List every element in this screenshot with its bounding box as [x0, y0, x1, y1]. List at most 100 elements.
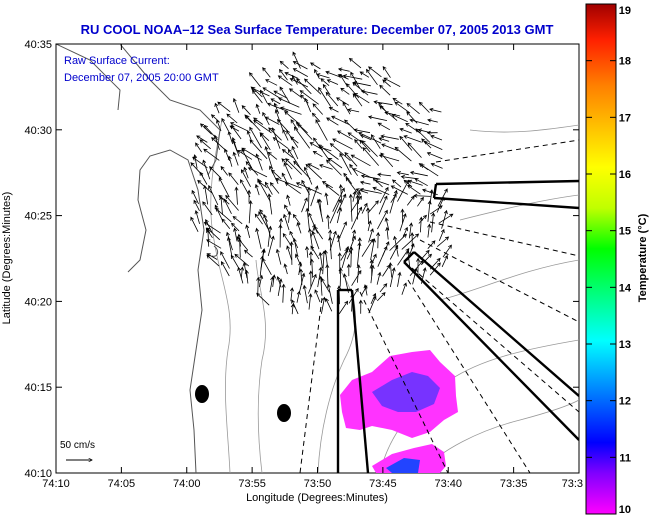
current-vector: [220, 165, 229, 176]
current-vector: [348, 193, 353, 222]
colorbar-tick-label: 16: [619, 169, 631, 181]
current-vector: [220, 261, 230, 277]
coast-line: [56, 44, 121, 111]
current-vector: [392, 97, 403, 105]
current-vector: [232, 151, 239, 166]
current-vector: [287, 210, 292, 223]
current-vector: [240, 179, 251, 198]
current-vector: [244, 269, 249, 284]
current-vector: [291, 74, 298, 85]
current-vector: [352, 190, 357, 202]
current-vector: [203, 222, 221, 234]
current-vector: [359, 187, 382, 194]
current-vector: [347, 132, 363, 143]
current-vector: [248, 200, 253, 224]
current-vector: [402, 226, 408, 238]
current-vector: [226, 236, 233, 256]
current-vector: [442, 244, 452, 258]
current-vector: [259, 274, 264, 288]
current-vector: [326, 159, 342, 176]
current-vector: [363, 284, 368, 296]
current-vector: [423, 140, 443, 150]
current-vector: [427, 223, 432, 238]
current-vector: [389, 267, 396, 288]
current-vector: [298, 261, 303, 276]
current-vector: [380, 134, 399, 140]
current-vector: [199, 139, 211, 150]
current-vector: [351, 269, 362, 286]
current-vector: [203, 184, 209, 205]
current-vector: [285, 158, 303, 175]
current-vector: [281, 283, 286, 303]
colorbar-tick-label: 18: [619, 56, 631, 68]
current-vector: [262, 67, 271, 78]
current-vector: [302, 284, 308, 304]
current-vector: [321, 181, 334, 189]
colorbar-tick-label: 14: [619, 282, 632, 294]
current-vector: [377, 209, 388, 230]
current-vector: [249, 139, 268, 160]
current-vector: [253, 119, 272, 134]
beam-line: [435, 139, 579, 163]
current-vector: [417, 196, 424, 207]
current-vector: [421, 138, 432, 149]
current-vector: [328, 236, 333, 260]
current-vector: [305, 163, 322, 180]
current-vector: [267, 235, 275, 257]
current-vector: [208, 184, 219, 206]
current-vector: [400, 208, 405, 223]
current-vector: [311, 230, 320, 250]
current-vector: [347, 108, 360, 113]
current-vector: [289, 241, 294, 265]
current-vector: [241, 169, 251, 187]
current-vector: [229, 122, 249, 132]
current-vector: [379, 84, 391, 96]
current-vector: [367, 200, 379, 214]
current-vector: [318, 144, 339, 160]
current-vector: [409, 170, 428, 177]
current-vector: [359, 180, 371, 185]
current-vector: [266, 102, 289, 112]
current-vector: [231, 222, 240, 232]
current-vector: [217, 101, 231, 113]
current-vector: [377, 245, 388, 267]
x-axis: 74:10 74:05 74:00 73:55 73:50 73:45 73:40 73:35…: [42, 44, 583, 490]
current-vector: [418, 101, 430, 113]
current-vector: [305, 245, 310, 258]
current-vector: [337, 221, 347, 243]
beam-line-bold: [432, 183, 438, 199]
x-tick-label: 74:00: [173, 478, 201, 490]
current-vector: [362, 146, 380, 166]
current-vector: [243, 166, 249, 179]
current-vector: [281, 148, 294, 159]
current-vector: [223, 198, 232, 214]
current-vector: [284, 111, 300, 125]
y-tick-label: 40:10: [24, 468, 52, 480]
current-vector: [325, 91, 339, 107]
current-vector: [381, 143, 399, 152]
current-vector: [406, 195, 415, 206]
current-vector: [370, 264, 375, 284]
colorbar-tick-label: 10: [619, 504, 631, 516]
current-vector: [227, 130, 233, 143]
current-vector: [349, 246, 354, 267]
current-vector: [292, 51, 301, 69]
current-vector: [358, 299, 363, 314]
current-vector: [224, 148, 230, 162]
x-tick-label: 73:45: [369, 478, 397, 490]
current-vector: [240, 266, 245, 279]
current-vector: [288, 88, 302, 98]
x-tick-label: 73:3: [562, 478, 583, 490]
current-vector: [214, 204, 224, 222]
current-vector: [247, 167, 268, 178]
current-vector: [289, 78, 309, 88]
current-vector: [273, 90, 288, 99]
current-vector: [436, 236, 450, 248]
current-vector: [226, 231, 233, 251]
current-vector: [336, 207, 343, 224]
current-vector: [388, 262, 393, 278]
current-vector: [325, 70, 340, 78]
current-vector: [357, 241, 362, 267]
current-vector: [291, 299, 299, 315]
current-vector: [350, 206, 363, 230]
